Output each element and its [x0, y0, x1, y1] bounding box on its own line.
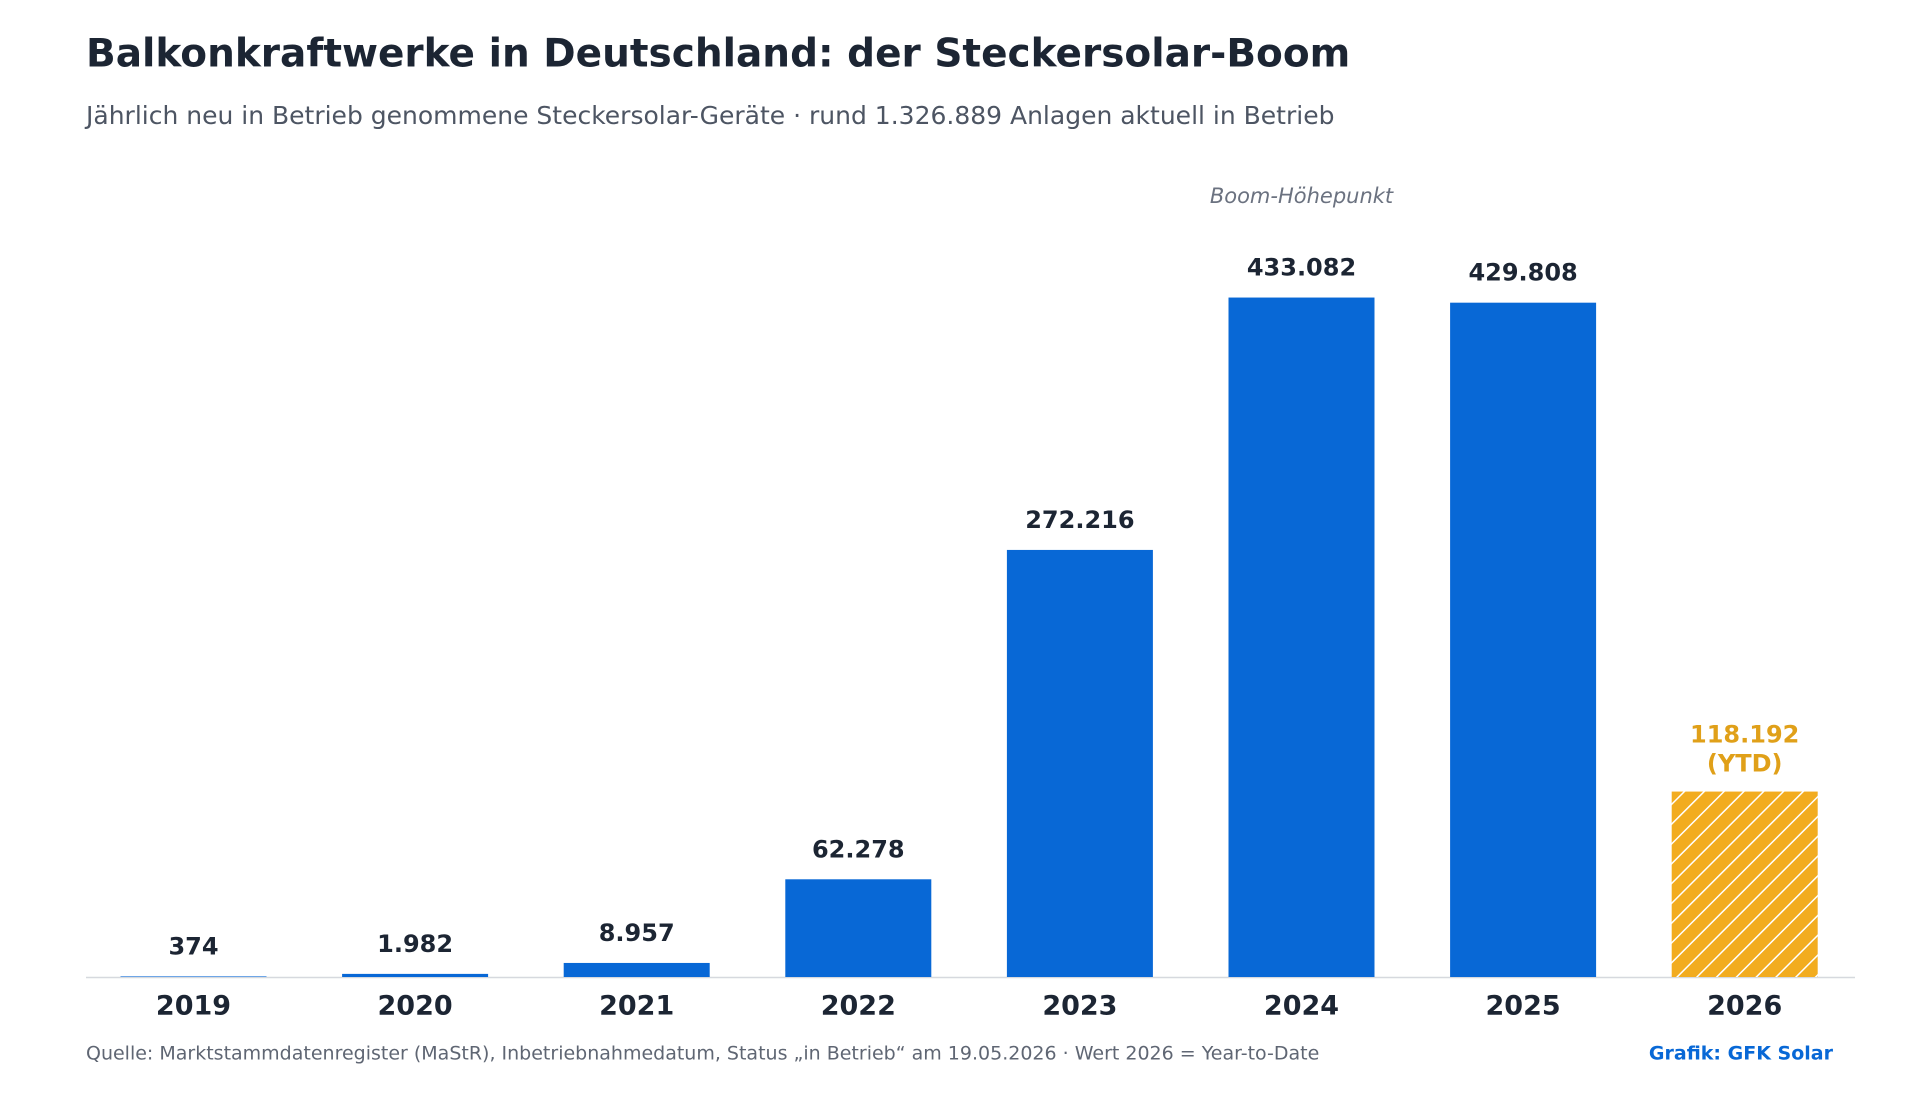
value-label: 118.192	[1690, 721, 1799, 749]
credit: Grafik: GFK Solar	[1649, 1043, 1834, 1065]
source-note: Quelle: Marktstammdatenregister (MaStR),…	[86, 1043, 1319, 1065]
x-tick-label: 2019	[156, 991, 231, 1022]
x-tick-label: 2024	[1264, 991, 1339, 1022]
value-label: 433.082	[1247, 254, 1356, 282]
annotation: Boom-Höhepunkt	[1210, 184, 1394, 208]
chart-title: Balkonkraftwerke in Deutschland: der Ste…	[86, 32, 1350, 77]
bar	[563, 962, 710, 977]
value-label: 374	[168, 932, 218, 960]
x-tick-label: 2022	[821, 991, 896, 1022]
x-tick-label: 2026	[1707, 991, 1782, 1022]
x-tick-label: 2020	[378, 991, 453, 1022]
bar	[1671, 791, 1818, 977]
x-tick-label: 2021	[599, 991, 674, 1022]
value-label: 8.957	[599, 919, 675, 947]
bar	[1006, 549, 1153, 977]
x-tick-label: 2023	[1042, 991, 1117, 1022]
bar	[1450, 302, 1597, 977]
bar	[1228, 297, 1375, 977]
value-label: 429.808	[1468, 259, 1577, 287]
bar	[342, 973, 489, 977]
value-label: 272.216	[1025, 506, 1134, 534]
value-label: 1.982	[377, 930, 453, 958]
value-label: 62.278	[812, 835, 905, 863]
ytd-label: (YTD)	[1707, 750, 1783, 778]
x-tick-label: 2025	[1486, 991, 1561, 1022]
bar	[120, 976, 267, 977]
bar	[785, 879, 932, 977]
chart-subtitle: Jährlich neu in Betrieb genommene Stecke…	[84, 101, 1334, 130]
